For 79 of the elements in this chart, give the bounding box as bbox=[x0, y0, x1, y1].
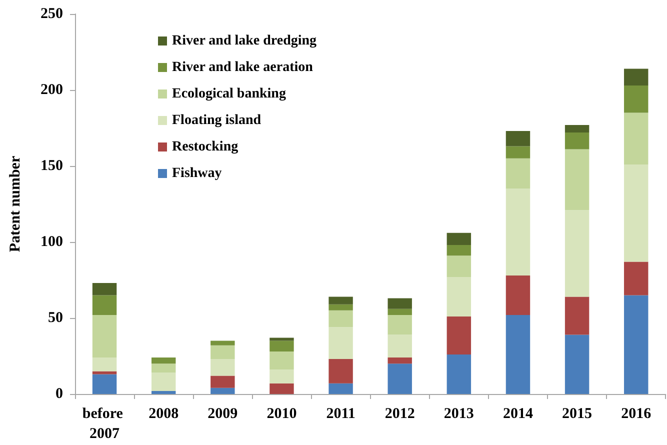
bar bbox=[388, 308, 412, 315]
legend-label: River and lake aeration bbox=[172, 60, 314, 75]
bar bbox=[506, 131, 530, 146]
bar bbox=[92, 295, 117, 315]
bar bbox=[151, 372, 176, 391]
bar bbox=[564, 334, 590, 394]
y-tick-label: 0 bbox=[56, 386, 63, 402]
bar bbox=[328, 296, 353, 304]
x-tick-label: 2008 bbox=[148, 406, 179, 422]
bar bbox=[328, 310, 353, 328]
bar bbox=[564, 149, 590, 210]
bar bbox=[328, 327, 353, 360]
bar bbox=[92, 283, 117, 296]
bar bbox=[446, 245, 472, 256]
bar bbox=[270, 383, 294, 394]
bar bbox=[210, 345, 235, 360]
bar bbox=[564, 124, 590, 133]
bar bbox=[388, 314, 412, 335]
bar bbox=[624, 85, 648, 113]
bar bbox=[506, 314, 530, 394]
bar bbox=[92, 358, 117, 372]
bar bbox=[92, 374, 117, 394]
y-tick-label: 150 bbox=[40, 158, 63, 174]
bar bbox=[270, 338, 294, 341]
x-tick-label: before 2007 bbox=[82, 406, 127, 442]
x-tick-label: 2012 bbox=[384, 406, 415, 422]
bar bbox=[506, 188, 530, 276]
bar bbox=[624, 68, 648, 86]
x-tick-label: 2010 bbox=[266, 406, 297, 422]
x-tick-label: 2016 bbox=[621, 406, 652, 422]
legend-label: Floating island bbox=[172, 113, 262, 128]
bar bbox=[564, 210, 590, 297]
bar bbox=[210, 376, 235, 388]
y-axis-title: Patent number bbox=[8, 156, 24, 252]
legend-label: Restocking bbox=[172, 140, 238, 154]
bar bbox=[506, 146, 530, 158]
bar bbox=[624, 164, 648, 262]
legend-label: Fishway bbox=[172, 166, 222, 181]
bar bbox=[270, 351, 294, 370]
x-tick-label: 2009 bbox=[208, 406, 238, 422]
bar bbox=[388, 298, 412, 309]
bar bbox=[446, 316, 472, 354]
bar bbox=[92, 314, 117, 358]
bar bbox=[388, 358, 412, 364]
bar bbox=[624, 262, 648, 296]
bar bbox=[624, 112, 648, 164]
y-tick-label: 50 bbox=[48, 310, 63, 326]
bar bbox=[446, 256, 472, 277]
x-tick-label: 2013 bbox=[444, 406, 474, 422]
bar bbox=[151, 364, 176, 373]
bar bbox=[388, 334, 412, 358]
bar bbox=[506, 158, 530, 189]
y-tick-label: 200 bbox=[40, 82, 63, 98]
bar bbox=[388, 364, 412, 394]
legend-label: Ecological banking bbox=[172, 86, 286, 102]
bar bbox=[506, 275, 530, 315]
bar bbox=[446, 354, 472, 394]
y-tick-label: 100 bbox=[40, 234, 63, 250]
x-tick-label: 2014 bbox=[502, 406, 534, 422]
bar bbox=[210, 359, 235, 376]
bar bbox=[151, 390, 176, 394]
bar bbox=[270, 340, 294, 352]
bar bbox=[92, 371, 117, 374]
legend-label: River and lake dredging bbox=[172, 34, 317, 48]
bar bbox=[328, 304, 353, 310]
x-tick-label: 2011 bbox=[326, 406, 356, 422]
bar bbox=[151, 358, 176, 364]
bar bbox=[210, 388, 235, 394]
bar bbox=[328, 383, 353, 394]
bar bbox=[446, 232, 472, 246]
bar bbox=[624, 295, 648, 394]
bar bbox=[210, 340, 235, 346]
bar bbox=[328, 359, 353, 384]
y-tick-label: 250 bbox=[40, 6, 63, 22]
bar bbox=[564, 296, 590, 335]
bar bbox=[446, 276, 472, 316]
x-tick-label: 2015 bbox=[562, 406, 592, 422]
bar bbox=[270, 370, 294, 384]
bar bbox=[564, 132, 590, 150]
